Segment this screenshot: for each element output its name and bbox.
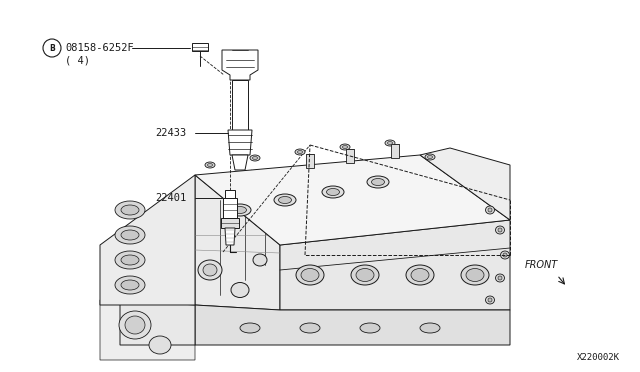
Polygon shape: [223, 198, 237, 218]
Polygon shape: [420, 148, 510, 220]
Polygon shape: [100, 175, 195, 305]
Polygon shape: [195, 155, 510, 245]
Ellipse shape: [486, 206, 495, 214]
Text: ( 4): ( 4): [65, 55, 90, 65]
Ellipse shape: [367, 176, 389, 188]
Polygon shape: [195, 175, 280, 310]
Ellipse shape: [488, 298, 492, 302]
Ellipse shape: [121, 205, 139, 215]
Ellipse shape: [466, 269, 484, 282]
Ellipse shape: [121, 280, 139, 290]
Ellipse shape: [205, 162, 215, 168]
Ellipse shape: [360, 323, 380, 333]
Ellipse shape: [351, 265, 379, 285]
Ellipse shape: [488, 208, 492, 212]
Ellipse shape: [420, 323, 440, 333]
Ellipse shape: [301, 269, 319, 282]
Text: FRONT: FRONT: [525, 260, 558, 270]
Ellipse shape: [250, 155, 260, 161]
Ellipse shape: [115, 251, 145, 269]
Ellipse shape: [461, 265, 489, 285]
Ellipse shape: [278, 196, 291, 203]
Ellipse shape: [207, 164, 212, 167]
Ellipse shape: [253, 254, 267, 266]
Ellipse shape: [428, 155, 433, 158]
Ellipse shape: [240, 323, 260, 333]
Polygon shape: [222, 50, 258, 80]
Ellipse shape: [121, 230, 139, 240]
Text: 22401: 22401: [155, 193, 186, 203]
Ellipse shape: [253, 157, 257, 160]
Ellipse shape: [495, 274, 504, 282]
Ellipse shape: [229, 204, 251, 216]
Ellipse shape: [406, 265, 434, 285]
Bar: [306, 154, 314, 168]
Ellipse shape: [371, 179, 385, 186]
Ellipse shape: [115, 201, 145, 219]
Polygon shape: [225, 228, 235, 245]
Polygon shape: [195, 305, 510, 345]
Ellipse shape: [356, 269, 374, 282]
Ellipse shape: [203, 264, 217, 276]
Ellipse shape: [149, 336, 171, 354]
Polygon shape: [225, 190, 235, 198]
Ellipse shape: [198, 260, 222, 280]
Ellipse shape: [115, 226, 145, 244]
Text: 22433: 22433: [155, 128, 186, 138]
Ellipse shape: [234, 206, 246, 214]
Polygon shape: [228, 130, 252, 155]
Ellipse shape: [411, 269, 429, 282]
Ellipse shape: [495, 226, 504, 234]
Ellipse shape: [125, 316, 145, 334]
Polygon shape: [232, 80, 248, 135]
Ellipse shape: [231, 282, 249, 298]
Ellipse shape: [296, 265, 324, 285]
Ellipse shape: [119, 311, 151, 339]
Ellipse shape: [486, 296, 495, 304]
Ellipse shape: [498, 228, 502, 232]
Polygon shape: [280, 220, 510, 310]
Text: X220002K: X220002K: [577, 353, 620, 362]
Ellipse shape: [300, 323, 320, 333]
Ellipse shape: [500, 251, 509, 259]
Ellipse shape: [425, 154, 435, 160]
Bar: [192, 43, 208, 51]
Polygon shape: [100, 300, 195, 360]
Ellipse shape: [115, 276, 145, 294]
Ellipse shape: [387, 141, 392, 144]
Ellipse shape: [121, 255, 139, 265]
Ellipse shape: [326, 189, 339, 196]
Text: 08158-6252F: 08158-6252F: [65, 43, 134, 53]
Text: B: B: [49, 44, 55, 52]
Ellipse shape: [342, 145, 348, 148]
Ellipse shape: [503, 253, 507, 257]
Ellipse shape: [274, 194, 296, 206]
Ellipse shape: [385, 140, 395, 146]
Ellipse shape: [340, 144, 350, 150]
Ellipse shape: [295, 149, 305, 155]
Bar: [391, 144, 399, 158]
Circle shape: [43, 39, 61, 57]
Polygon shape: [232, 155, 248, 170]
Bar: [346, 149, 354, 163]
Polygon shape: [120, 300, 195, 345]
Polygon shape: [221, 218, 239, 228]
Ellipse shape: [298, 151, 303, 154]
Ellipse shape: [322, 186, 344, 198]
Ellipse shape: [498, 276, 502, 280]
